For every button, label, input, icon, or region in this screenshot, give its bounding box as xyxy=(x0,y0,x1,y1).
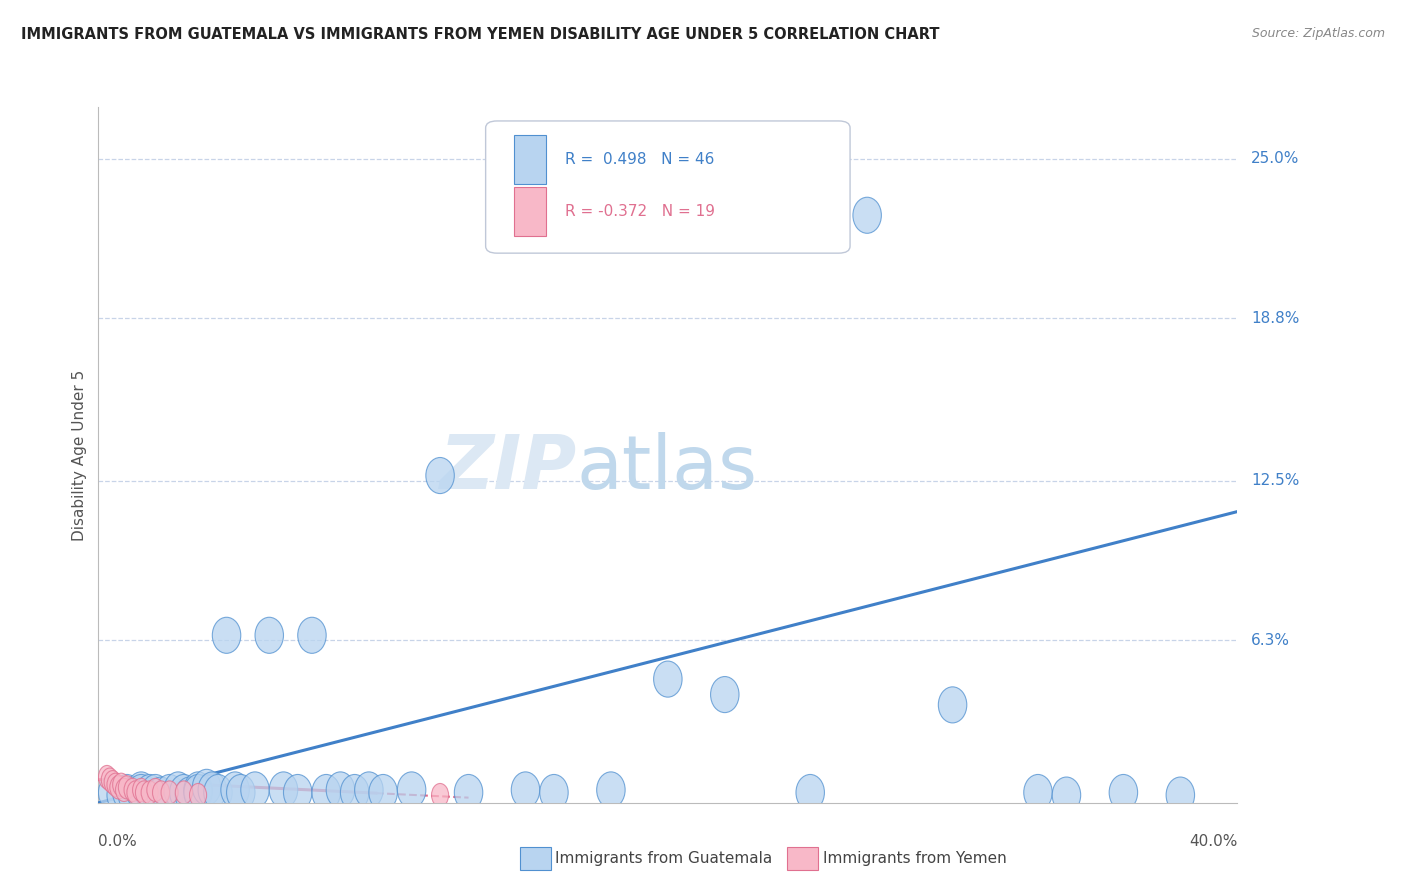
Ellipse shape xyxy=(115,779,132,802)
Ellipse shape xyxy=(146,777,176,814)
Ellipse shape xyxy=(853,197,882,234)
Ellipse shape xyxy=(368,774,398,811)
Text: ZIP: ZIP xyxy=(440,433,576,506)
Ellipse shape xyxy=(146,779,165,802)
Ellipse shape xyxy=(710,676,740,713)
Ellipse shape xyxy=(132,779,149,802)
Ellipse shape xyxy=(104,771,121,794)
Ellipse shape xyxy=(540,774,568,811)
Text: 25.0%: 25.0% xyxy=(1251,151,1299,166)
Ellipse shape xyxy=(184,772,212,808)
Ellipse shape xyxy=(190,783,207,806)
Ellipse shape xyxy=(354,772,382,808)
Ellipse shape xyxy=(124,779,141,802)
Ellipse shape xyxy=(101,768,118,791)
Ellipse shape xyxy=(298,617,326,653)
Ellipse shape xyxy=(127,780,143,804)
FancyBboxPatch shape xyxy=(515,135,546,184)
Text: R = -0.372   N = 19: R = -0.372 N = 19 xyxy=(565,204,716,219)
Ellipse shape xyxy=(204,774,232,811)
Ellipse shape xyxy=(152,780,170,804)
Ellipse shape xyxy=(193,769,221,805)
FancyBboxPatch shape xyxy=(485,121,851,253)
Ellipse shape xyxy=(212,617,240,653)
Ellipse shape xyxy=(184,774,212,811)
Ellipse shape xyxy=(165,772,193,808)
Y-axis label: Disability Age Under 5: Disability Age Under 5 xyxy=(72,369,87,541)
Ellipse shape xyxy=(398,772,426,808)
Ellipse shape xyxy=(340,774,368,811)
Ellipse shape xyxy=(198,772,226,808)
Ellipse shape xyxy=(141,780,159,804)
Ellipse shape xyxy=(240,772,270,808)
Ellipse shape xyxy=(326,772,354,808)
Ellipse shape xyxy=(312,774,340,811)
Text: Source: ZipAtlas.com: Source: ZipAtlas.com xyxy=(1251,27,1385,40)
Ellipse shape xyxy=(118,777,146,814)
Text: R =  0.498   N = 46: R = 0.498 N = 46 xyxy=(565,152,714,167)
Ellipse shape xyxy=(1052,777,1081,814)
Ellipse shape xyxy=(127,774,156,811)
Ellipse shape xyxy=(107,777,135,814)
Text: Immigrants from Yemen: Immigrants from Yemen xyxy=(823,851,1007,865)
Text: 18.8%: 18.8% xyxy=(1251,310,1299,326)
Text: 0.0%: 0.0% xyxy=(98,834,138,848)
FancyBboxPatch shape xyxy=(515,187,546,235)
Ellipse shape xyxy=(1109,774,1137,811)
Text: IMMIGRANTS FROM GUATEMALA VS IMMIGRANTS FROM YEMEN DISABILITY AGE UNDER 5 CORREL: IMMIGRANTS FROM GUATEMALA VS IMMIGRANTS … xyxy=(21,27,939,42)
Ellipse shape xyxy=(654,661,682,698)
Ellipse shape xyxy=(432,783,449,806)
Ellipse shape xyxy=(596,772,626,808)
Ellipse shape xyxy=(98,774,127,811)
Ellipse shape xyxy=(156,774,184,811)
Ellipse shape xyxy=(118,776,135,799)
Ellipse shape xyxy=(284,774,312,811)
Ellipse shape xyxy=(938,687,967,723)
Ellipse shape xyxy=(426,458,454,493)
Text: 40.0%: 40.0% xyxy=(1189,834,1237,848)
Text: Immigrants from Guatemala: Immigrants from Guatemala xyxy=(555,851,773,865)
Ellipse shape xyxy=(112,774,141,811)
Ellipse shape xyxy=(107,773,124,797)
Ellipse shape xyxy=(512,772,540,808)
Ellipse shape xyxy=(1024,774,1052,811)
Ellipse shape xyxy=(170,774,198,811)
Ellipse shape xyxy=(270,772,298,808)
Ellipse shape xyxy=(226,774,254,811)
Text: 6.3%: 6.3% xyxy=(1251,633,1291,648)
Ellipse shape xyxy=(796,774,824,811)
Ellipse shape xyxy=(254,617,284,653)
Text: 12.5%: 12.5% xyxy=(1251,473,1299,488)
Ellipse shape xyxy=(176,777,204,814)
Ellipse shape xyxy=(110,776,127,799)
Ellipse shape xyxy=(135,774,165,811)
Ellipse shape xyxy=(135,780,152,804)
Ellipse shape xyxy=(176,780,193,804)
Text: atlas: atlas xyxy=(576,433,758,506)
Ellipse shape xyxy=(454,774,482,811)
Ellipse shape xyxy=(221,772,249,808)
Ellipse shape xyxy=(98,765,115,789)
Ellipse shape xyxy=(112,773,129,797)
Ellipse shape xyxy=(1166,777,1195,814)
Ellipse shape xyxy=(162,780,179,804)
Ellipse shape xyxy=(141,774,170,811)
Ellipse shape xyxy=(127,772,156,808)
